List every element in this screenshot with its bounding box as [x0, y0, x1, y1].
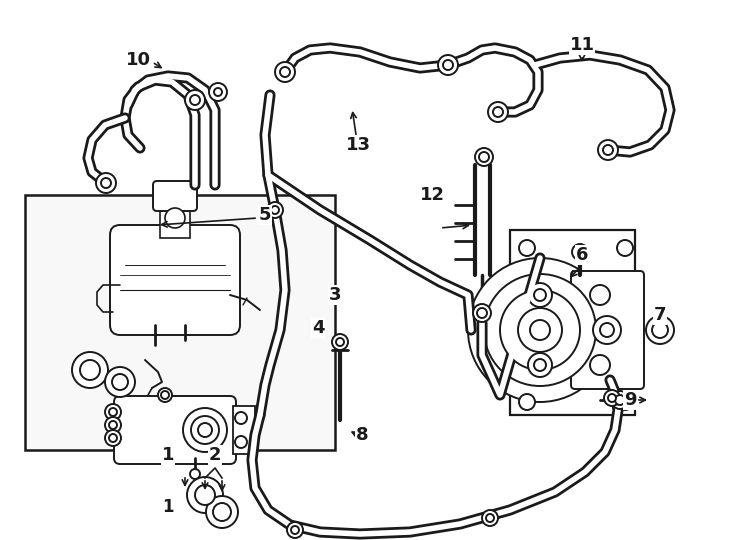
FancyBboxPatch shape	[571, 271, 644, 389]
Circle shape	[475, 148, 493, 166]
Circle shape	[195, 485, 215, 505]
Text: 11: 11	[570, 36, 595, 54]
Circle shape	[105, 367, 135, 397]
Text: 12: 12	[420, 186, 445, 204]
Circle shape	[291, 526, 299, 534]
Circle shape	[191, 416, 219, 444]
Circle shape	[158, 388, 172, 402]
Text: 3: 3	[329, 286, 341, 304]
Circle shape	[652, 322, 668, 338]
Circle shape	[600, 323, 614, 337]
Circle shape	[214, 88, 222, 96]
Text: 5: 5	[259, 206, 272, 224]
Circle shape	[482, 510, 498, 526]
Circle shape	[275, 62, 295, 82]
Circle shape	[336, 338, 344, 346]
Circle shape	[518, 308, 562, 352]
Circle shape	[646, 316, 674, 344]
Text: 2: 2	[208, 446, 221, 464]
Circle shape	[617, 394, 633, 410]
Circle shape	[604, 390, 620, 406]
Text: 6: 6	[575, 246, 588, 264]
Circle shape	[603, 145, 613, 155]
Text: 4: 4	[312, 319, 324, 337]
Circle shape	[477, 308, 487, 318]
Bar	[510, 230, 635, 415]
Circle shape	[198, 423, 212, 437]
Circle shape	[105, 404, 121, 420]
Circle shape	[572, 244, 588, 260]
Circle shape	[617, 240, 633, 256]
Circle shape	[267, 202, 283, 218]
Circle shape	[112, 374, 128, 390]
Circle shape	[190, 469, 200, 479]
Circle shape	[101, 178, 111, 188]
Circle shape	[593, 316, 621, 344]
Bar	[160, 210, 190, 238]
Circle shape	[109, 434, 117, 442]
Circle shape	[534, 359, 546, 371]
Text: 10: 10	[126, 51, 150, 69]
Circle shape	[165, 208, 185, 228]
Circle shape	[105, 417, 121, 433]
Text: 1: 1	[161, 446, 174, 464]
Circle shape	[235, 412, 247, 424]
Circle shape	[235, 436, 247, 448]
Circle shape	[576, 248, 584, 256]
Text: 8: 8	[356, 426, 368, 444]
Text: 9: 9	[624, 391, 636, 409]
Circle shape	[213, 503, 231, 521]
Circle shape	[187, 477, 223, 513]
Circle shape	[287, 522, 303, 538]
Circle shape	[185, 90, 205, 110]
Circle shape	[479, 152, 489, 162]
Circle shape	[493, 107, 503, 117]
Circle shape	[183, 408, 227, 452]
Circle shape	[72, 352, 108, 388]
FancyBboxPatch shape	[114, 396, 236, 464]
Circle shape	[519, 240, 535, 256]
Circle shape	[105, 430, 121, 446]
Circle shape	[611, 391, 629, 409]
Circle shape	[500, 290, 580, 370]
Circle shape	[473, 304, 491, 322]
Circle shape	[271, 206, 279, 214]
Text: 1: 1	[162, 498, 174, 516]
Bar	[25, 195, 335, 450]
Circle shape	[190, 95, 200, 105]
Circle shape	[484, 274, 596, 386]
Circle shape	[528, 353, 552, 377]
Circle shape	[590, 285, 610, 305]
Circle shape	[468, 258, 612, 402]
Circle shape	[608, 394, 616, 402]
Circle shape	[80, 360, 100, 380]
Circle shape	[109, 421, 117, 429]
Circle shape	[332, 334, 348, 350]
Circle shape	[161, 391, 169, 399]
Circle shape	[209, 83, 227, 101]
Circle shape	[488, 102, 508, 122]
Text: 7: 7	[654, 306, 666, 324]
Circle shape	[109, 408, 117, 416]
Circle shape	[280, 67, 290, 77]
Circle shape	[486, 514, 494, 522]
Circle shape	[530, 320, 550, 340]
Circle shape	[615, 395, 625, 405]
Circle shape	[598, 140, 618, 160]
Bar	[233, 406, 255, 454]
FancyBboxPatch shape	[153, 181, 197, 211]
Circle shape	[206, 496, 238, 528]
Circle shape	[590, 355, 610, 375]
Circle shape	[96, 173, 116, 193]
Text: 13: 13	[346, 136, 371, 154]
Circle shape	[438, 55, 458, 75]
Circle shape	[443, 60, 453, 70]
FancyBboxPatch shape	[110, 225, 240, 335]
Circle shape	[534, 289, 546, 301]
Circle shape	[528, 283, 552, 307]
Circle shape	[519, 394, 535, 410]
